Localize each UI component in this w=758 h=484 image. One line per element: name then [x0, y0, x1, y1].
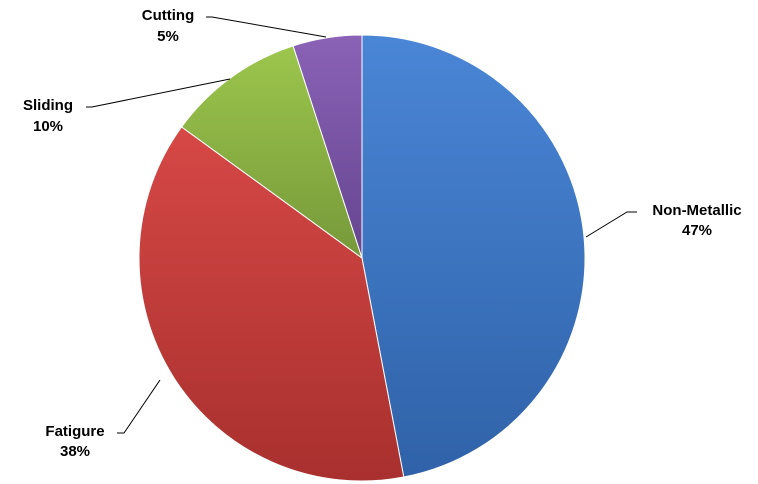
pie-slice-cutting	[292, 34, 363, 259]
leader-line-non-metallic	[585, 211, 637, 238]
leader-line-cutting	[206, 16, 327, 38]
label-cutting-name: Cutting	[142, 7, 194, 24]
label-non-metallic-name: Non-Metallic	[652, 202, 741, 219]
pie-slice-fatigure	[138, 126, 405, 482]
label-non-metallic-pct: 47%	[682, 222, 712, 239]
slice-label-sliding: Sliding 10%	[23, 78, 231, 135]
label-cutting-pct: 5%	[157, 28, 179, 45]
label-sliding-name: Sliding	[23, 97, 73, 114]
pie-slices	[138, 34, 586, 482]
pie-slice-sliding	[180, 45, 363, 260]
leader-line-fatigure	[117, 379, 161, 434]
pie-slice-non-metallic	[361, 34, 586, 478]
label-fatigure-name: Fatigure	[45, 423, 104, 440]
slice-label-cutting: Cutting 5%	[142, 7, 327, 45]
leader-line-sliding	[86, 78, 231, 108]
label-sliding-pct: 10%	[33, 118, 63, 135]
slice-label-non-metallic: Non-Metallic 47%	[585, 202, 742, 239]
slice-label-fatigure: Fatigure 38%	[45, 379, 161, 460]
label-fatigure-pct: 38%	[60, 443, 90, 460]
